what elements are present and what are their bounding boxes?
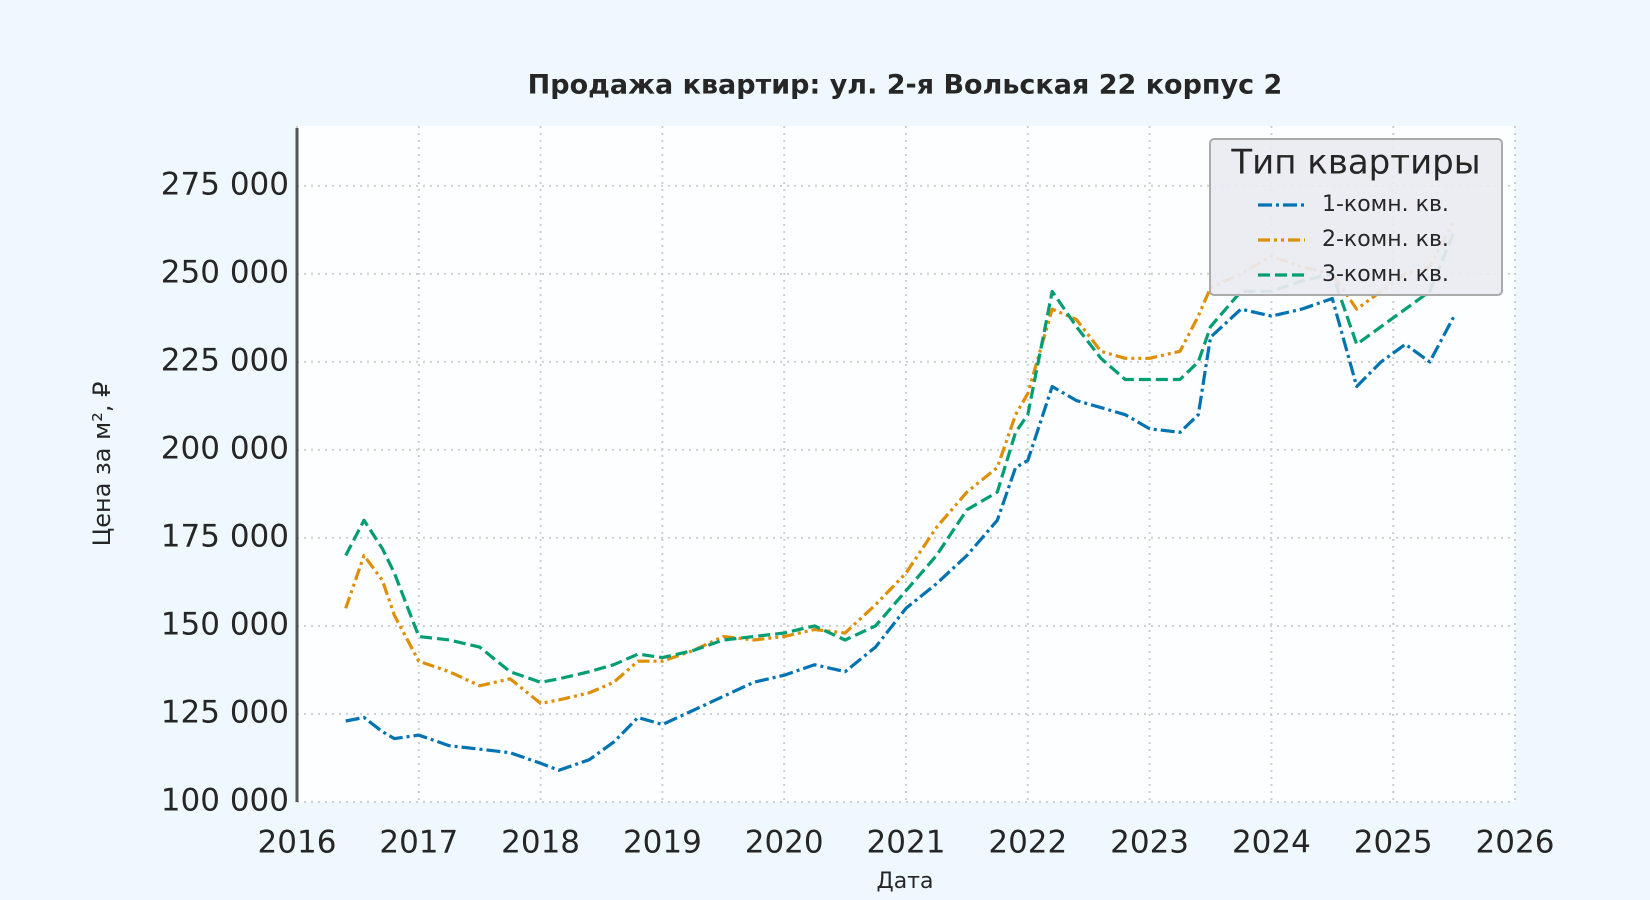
x-tick-label: 2019 <box>623 825 702 861</box>
legend-label: 1-комн. кв. <box>1322 192 1449 217</box>
x-tick-label: 2022 <box>988 825 1067 861</box>
y-tick-label: 150 000 <box>161 606 289 642</box>
y-tick-label: 275 000 <box>161 166 289 202</box>
x-tick-label: 2026 <box>1476 825 1555 861</box>
chart-title: Продажа квартир: ул. 2-я Вольская 22 кор… <box>528 70 1283 101</box>
x-tick-label: 2025 <box>1354 825 1433 861</box>
legend-title: Тип квартиры <box>1230 143 1480 183</box>
y-tick-label: 250 000 <box>161 254 289 290</box>
legend: Тип квартиры 1-комн. кв. 2-комн. кв. 3-комн… <box>1209 138 1503 296</box>
y-tick-label: 175 000 <box>161 518 289 554</box>
x-axis-label: Дата <box>877 869 934 894</box>
y-tick-label: 125 000 <box>161 694 289 730</box>
x-tick-label: 2021 <box>867 825 946 861</box>
x-tick-label: 2020 <box>745 825 824 861</box>
x-tick-label: 2023 <box>1110 825 1189 861</box>
x-tick-label: 2017 <box>379 825 458 861</box>
y-tick-label: 200 000 <box>161 430 289 466</box>
legend-label: 2-комн. кв. <box>1322 227 1449 252</box>
x-tick-label: 2016 <box>258 825 337 861</box>
y-tick-label: 225 000 <box>161 342 289 378</box>
legend-label: 3-комн. кв. <box>1322 262 1449 287</box>
x-tick-label: 2018 <box>501 825 580 861</box>
data-line <box>345 296 1456 772</box>
y-tick-label: 100 000 <box>161 783 289 819</box>
x-tick-label: 2024 <box>1232 825 1311 861</box>
y-axis-label: Цена за м², ₽ <box>88 382 116 547</box>
legend-box <box>1209 138 1503 296</box>
